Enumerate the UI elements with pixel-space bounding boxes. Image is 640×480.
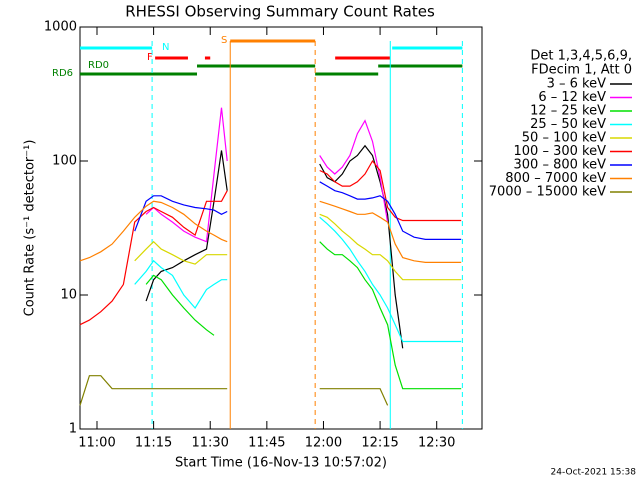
x-tick-label: 11:00 xyxy=(78,436,115,451)
chart-title: RHESSI Observing Summary Count Rates xyxy=(125,3,435,21)
plot-frame xyxy=(79,26,483,430)
series-line xyxy=(145,241,462,390)
flag-label: F xyxy=(147,52,153,63)
x-tick-label: 11:15 xyxy=(135,436,172,451)
x-axis-label: Start Time (16-Nov-13 10:57:02) xyxy=(175,456,387,471)
series-line xyxy=(79,200,462,263)
y-axis-label: Count Rate (s⁻¹ detector⁻¹) xyxy=(23,140,38,317)
flag-label: S xyxy=(221,35,227,46)
flag-label: RD0 xyxy=(88,60,109,71)
legend-label: 50 – 100 keV xyxy=(522,131,606,146)
legend-label: 800 – 7000 keV xyxy=(505,171,606,186)
series-line xyxy=(145,144,404,349)
series-line xyxy=(134,181,462,240)
y-tick-label: 10 xyxy=(60,288,77,303)
y-tick-label: 100 xyxy=(52,154,77,169)
legend-header: Det 1,3,4,5,6,9, xyxy=(530,49,632,64)
legend-label: 12 – 25 keV xyxy=(530,104,606,119)
series-line xyxy=(79,159,462,326)
legend-label: 300 – 800 keV xyxy=(514,158,607,173)
x-tick-label: 12:30 xyxy=(418,436,455,451)
footer: 24-Oct-2021 15:38 xyxy=(551,468,637,478)
flag-label: N xyxy=(162,42,169,53)
legend-label: 3 – 6 keV xyxy=(547,77,607,92)
x-tick-label: 11:45 xyxy=(248,436,285,451)
flag-label: RD6 xyxy=(52,68,73,79)
legend-label: 7000 – 15000 keV xyxy=(489,185,606,200)
x-tick-label: 12:15 xyxy=(361,436,398,451)
series-line xyxy=(134,213,462,281)
y-tick-label: 1000 xyxy=(44,20,77,35)
legend-label: 25 – 50 keV xyxy=(530,117,606,132)
series-line xyxy=(79,375,389,406)
y-tick-label: 1 xyxy=(69,422,77,437)
legend-header: FDecim 1, Att 0 xyxy=(531,63,632,78)
x-tick-label: 12:00 xyxy=(305,436,342,451)
series-line xyxy=(145,107,389,243)
legend-label: 100 – 300 keV xyxy=(514,144,607,159)
x-tick-label: 11:30 xyxy=(191,436,228,451)
series-line xyxy=(134,216,462,343)
legend-label: 6 – 12 keV xyxy=(538,90,606,105)
